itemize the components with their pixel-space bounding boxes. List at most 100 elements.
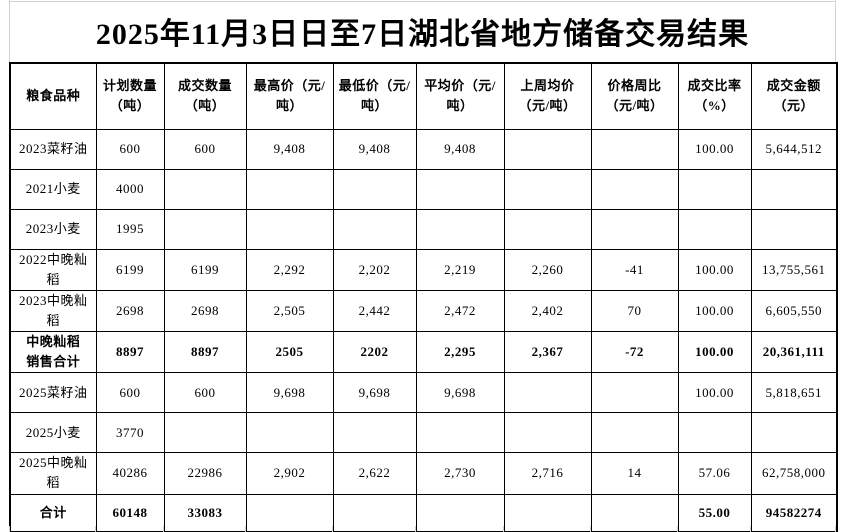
table-cell <box>332 208 417 250</box>
page-title: 2025年11月3日日至7日湖北省地方储备交易结果 <box>95 18 750 51</box>
gridline-stub <box>835 526 836 532</box>
table-cell <box>503 208 592 250</box>
table-cell: 2,505 <box>245 289 334 333</box>
table-cell <box>332 168 417 210</box>
gridline-stub <box>677 526 678 532</box>
table-cell: 62,758,000 <box>750 452 838 495</box>
row-label: 2023菜籽油 <box>9 128 97 170</box>
table-row: 2021小麦 4000 <box>9 168 838 210</box>
table-cell: 3770 <box>95 412 165 454</box>
table-header: 粮食品种 计划数量 （吨） 成交数量 （吨） 最高价（元/ 吨） 最低价（元/ 吨） 平均… <box>9 62 838 130</box>
gridline-stub <box>95 526 96 532</box>
table-cell <box>590 412 679 454</box>
table-cell <box>245 412 334 454</box>
table-cell: 1995 <box>95 208 165 250</box>
gridline-stub <box>332 526 333 532</box>
row-label: 2025中晚籼稻 <box>9 452 97 495</box>
table-cell <box>750 168 838 210</box>
table-cell: 13,755,561 <box>750 248 838 291</box>
table-row: 2023中晚籼稻 2698 2698 2,505 2,442 2,472 2,402 70 10… <box>9 289 838 333</box>
table-cell: 2,902 <box>245 452 334 495</box>
table-cell <box>590 372 679 414</box>
table-cell: 100.00 <box>677 331 752 374</box>
row-label: 2023中晚籼稻 <box>9 289 97 333</box>
table-cell <box>590 128 679 170</box>
table-cell: 100.00 <box>677 372 752 414</box>
table-cell: 2698 <box>95 289 165 333</box>
table-cell <box>590 493 679 532</box>
table-cell: 2202 <box>332 331 417 374</box>
table-cell: 2,367 <box>503 331 592 374</box>
table-cell: 6199 <box>95 248 165 291</box>
row-label: 合计 <box>9 493 97 532</box>
table-cell: 94582274 <box>750 493 838 532</box>
gridline-stub <box>9 526 10 532</box>
table-cell <box>332 412 417 454</box>
table-cell: 40286 <box>95 452 165 495</box>
row-label: 2022中晚籼稻 <box>9 248 97 291</box>
table-cell: 55.00 <box>677 493 752 532</box>
table-cell: 2698 <box>163 289 247 333</box>
table-cell <box>415 493 505 532</box>
table-cell: 6,605,550 <box>750 289 838 333</box>
column-header: 最高价（元/ 吨） <box>245 62 334 130</box>
gridline-stub <box>245 526 246 532</box>
gridline-right <box>835 0 836 62</box>
table-cell <box>750 412 838 454</box>
table-cell: 2,730 <box>415 452 505 495</box>
table-row: 中晚籼稻 销售合计 8897 8897 2505 2202 2,295 2,367 -72 10… <box>9 331 838 374</box>
table-cell: 2,622 <box>332 452 417 495</box>
table-cell: 2,292 <box>245 248 334 291</box>
table-cell <box>503 128 592 170</box>
column-header: 成交比率 （%） <box>677 62 752 130</box>
table-cell: 14 <box>590 452 679 495</box>
table-row: 2025小麦 3770 <box>9 412 838 454</box>
table-cell: 20,361,111 <box>750 331 838 374</box>
row-label: 2023小麦 <box>9 208 97 250</box>
table-cell: 2,219 <box>415 248 505 291</box>
table-cell: 4000 <box>95 168 165 210</box>
table-cell <box>590 168 679 210</box>
table-cell: 6199 <box>163 248 247 291</box>
table-cell: 8897 <box>95 331 165 374</box>
column-header: 计划数量 （吨） <box>95 62 165 130</box>
table-cell: 100.00 <box>677 248 752 291</box>
table-cell: 2,716 <box>503 452 592 495</box>
table-cell: 5,818,651 <box>750 372 838 414</box>
row-label: 中晚籼稻 销售合计 <box>9 331 97 374</box>
column-header: 粮食品种 <box>9 62 97 130</box>
column-header: 最低价（元/ 吨） <box>332 62 417 130</box>
table-cell: 2,295 <box>415 331 505 374</box>
table-cell: 22986 <box>163 452 247 495</box>
gridline-top <box>9 1 836 2</box>
table-cell: 5,644,512 <box>750 128 838 170</box>
table-cell <box>163 168 247 210</box>
table-row: 2023小麦 1995 <box>9 208 838 250</box>
column-header: 价格周比 （元/吨） <box>590 62 679 130</box>
table-header-row: 粮食品种 计划数量 （吨） 成交数量 （吨） 最高价（元/ 吨） 最低价（元/ 吨） 平均… <box>9 62 838 130</box>
table-row: 2025中晚籼稻 40286 22986 2,902 2,622 2,730 2,716 14… <box>9 452 838 495</box>
table-cell <box>503 412 592 454</box>
table-cell <box>750 208 838 250</box>
table-cell <box>677 168 752 210</box>
table-cell: 100.00 <box>677 128 752 170</box>
table-row: 合计 60148 33083 55.00 94582274 <box>9 493 838 532</box>
table-cell: 2,260 <box>503 248 592 291</box>
table-row: 2023菜籽油 600 600 9,408 9,408 9,408 100.00 5,644,… <box>9 128 838 170</box>
results-table: 粮食品种 计划数量 （吨） 成交数量 （吨） 最高价（元/ 吨） 最低价（元/ 吨） 平均… <box>9 62 838 532</box>
table-cell <box>245 168 334 210</box>
table-cell: 60148 <box>95 493 165 532</box>
table-cell <box>415 168 505 210</box>
table-cell: 600 <box>95 128 165 170</box>
gridline-left <box>9 0 10 62</box>
table-cell: -72 <box>590 331 679 374</box>
gridline-stub <box>750 526 751 532</box>
gridline-stub <box>415 526 416 532</box>
table-cell <box>503 168 592 210</box>
table-cell: 2,202 <box>332 248 417 291</box>
table-cell: 9,408 <box>245 128 334 170</box>
table-cell <box>163 412 247 454</box>
table-cell <box>590 208 679 250</box>
table-cell: 2,442 <box>332 289 417 333</box>
